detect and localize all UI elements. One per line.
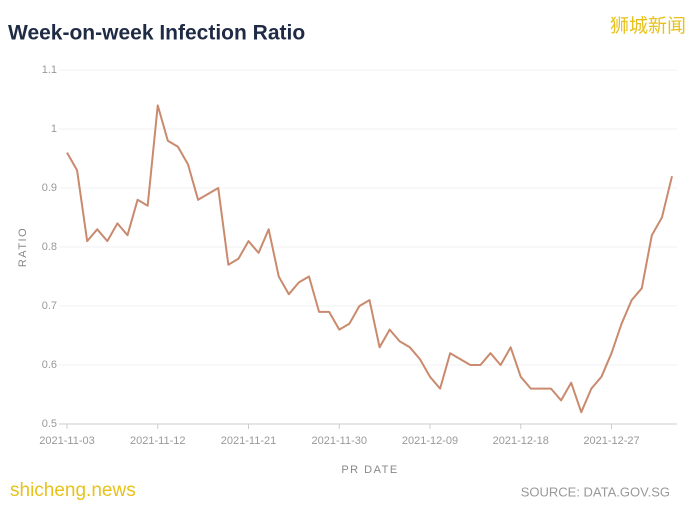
x-tick-label: 2021-11-21 xyxy=(221,435,276,447)
x-tick-label: 2021-11-03 xyxy=(39,435,94,447)
y-tick-label: 0.5 xyxy=(42,418,57,430)
y-tick-label: 0.6 xyxy=(42,359,57,371)
x-axis-label: PR DATE xyxy=(341,464,398,476)
chart-title: Week-on-week Infection Ratio xyxy=(8,22,305,45)
x-tick-label: 2021-12-18 xyxy=(493,435,549,447)
x-tick-label: 2021-12-09 xyxy=(402,435,458,447)
y-tick-label: 1 xyxy=(51,123,57,135)
y-tick-label: 0.7 xyxy=(42,300,57,312)
y-tick-label: 1.1 xyxy=(42,64,57,76)
source: SOURCE: DATA.GOV.SG xyxy=(521,484,670,499)
y-tick-label: 0.9 xyxy=(42,182,57,194)
x-tick-label: 2021-11-12 xyxy=(130,435,185,447)
watermark: shicheng.news xyxy=(10,480,136,501)
y-tick-label: 0.8 xyxy=(42,241,57,253)
line xyxy=(66,104,673,414)
watermark: 狮城新闻 xyxy=(610,15,686,37)
x-tick-label: 2021-12-27 xyxy=(583,435,639,447)
y-axis-label: RATIO xyxy=(17,227,29,267)
x-tick-label: 2021-11-30 xyxy=(312,435,367,447)
